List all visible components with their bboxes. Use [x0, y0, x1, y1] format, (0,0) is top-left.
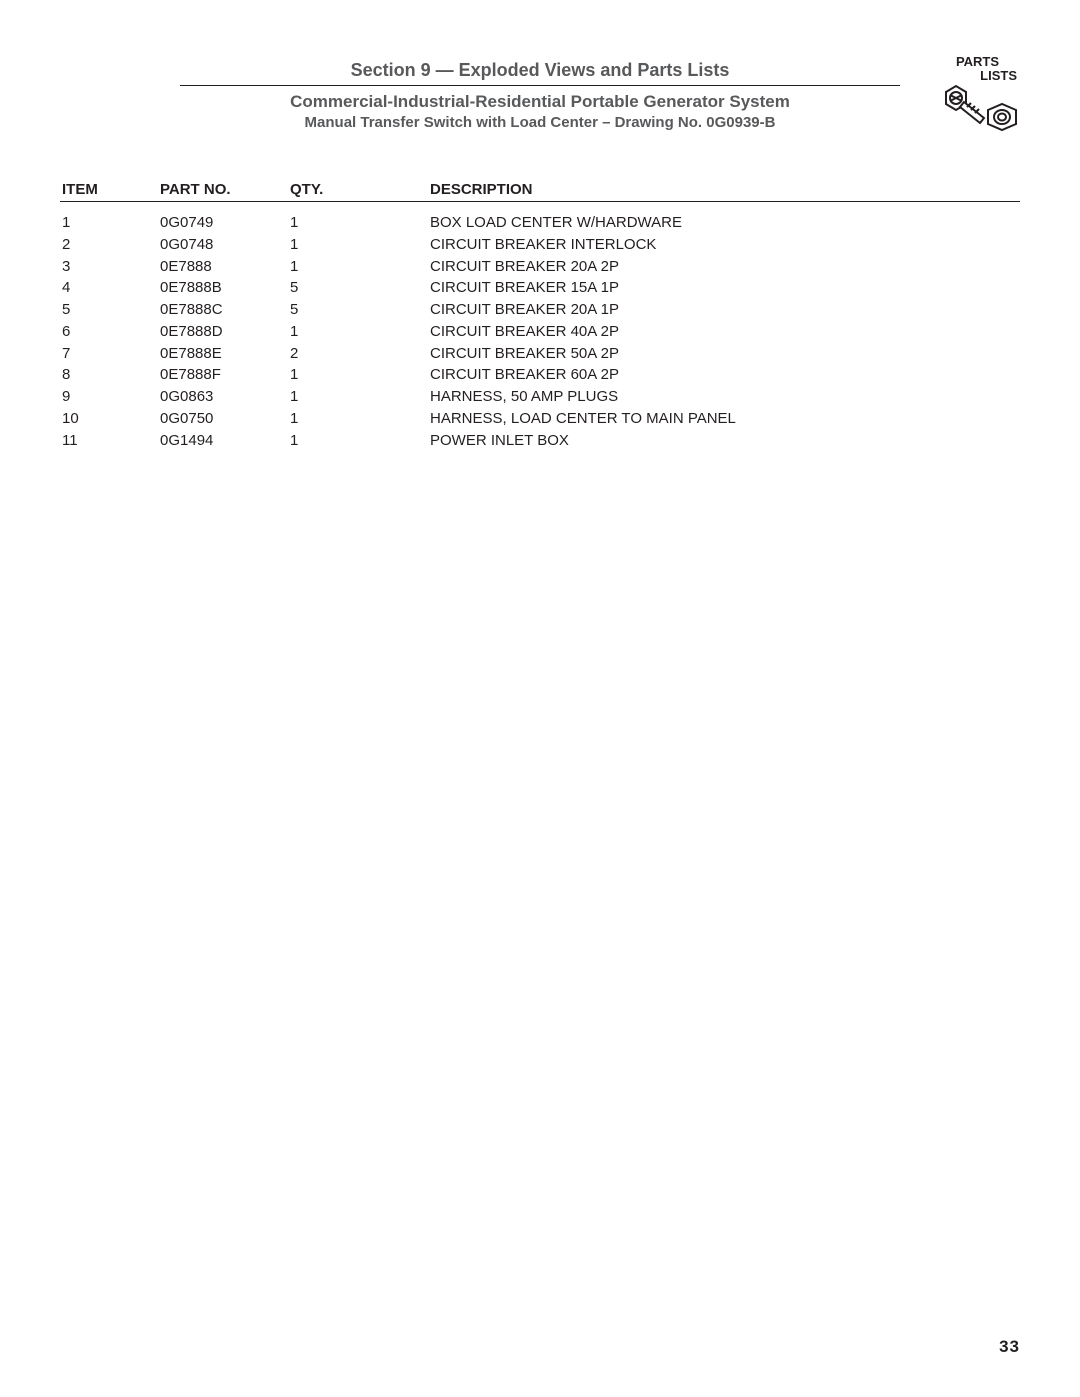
table-row: 60E7888D1CIRCUIT BREAKER 40A 2P — [60, 321, 1020, 343]
table-row: 50E7888C5CIRCUIT BREAKER 20A 1P — [60, 299, 1020, 321]
table-row: 90G08631HARNESS, 50 AMP PLUGS — [60, 386, 1020, 408]
cell-item: 10 — [60, 408, 160, 430]
col-header-desc: DESCRIPTION — [430, 181, 1020, 198]
cell-qty: 1 — [290, 430, 430, 452]
cell-qty: 2 — [290, 343, 430, 365]
table-row: 40E7888B5CIRCUIT BREAKER 15A 1P — [60, 277, 1020, 299]
page: Section 9 — Exploded Views and Parts Lis… — [0, 0, 1080, 1397]
cell-item: 4 — [60, 277, 160, 299]
cell-desc: CIRCUIT BREAKER 15A 1P — [430, 277, 1020, 299]
cell-item: 3 — [60, 256, 160, 278]
cell-item: 9 — [60, 386, 160, 408]
cell-desc: CIRCUIT BREAKER 60A 2P — [430, 364, 1020, 386]
cell-desc: CIRCUIT BREAKER 50A 2P — [430, 343, 1020, 365]
cell-item: 11 — [60, 430, 160, 452]
col-header-item: ITEM — [60, 181, 160, 198]
cell-item: 5 — [60, 299, 160, 321]
parts-lists-logo: PARTS LISTS — [930, 55, 1025, 140]
cell-item: 2 — [60, 234, 160, 256]
cell-qty: 1 — [290, 212, 430, 234]
logo-text-parts: PARTS — [930, 55, 1025, 69]
page-number: 33 — [999, 1337, 1020, 1357]
cell-qty: 1 — [290, 321, 430, 343]
cell-qty: 1 — [290, 256, 430, 278]
cell-item: 7 — [60, 343, 160, 365]
parts-table: ITEM PART NO. QTY. DESCRIPTION 10G07491B… — [60, 181, 1020, 451]
col-header-qty: QTY. — [290, 181, 430, 198]
cell-desc: CIRCUIT BREAKER INTERLOCK — [430, 234, 1020, 256]
cell-part: 0E7888F — [160, 364, 290, 386]
cell-part: 0E7888D — [160, 321, 290, 343]
cell-desc: CIRCUIT BREAKER 20A 1P — [430, 299, 1020, 321]
cell-part: 0G0750 — [160, 408, 290, 430]
section-title: Section 9 — Exploded Views and Parts Lis… — [180, 60, 900, 86]
cell-desc: CIRCUIT BREAKER 40A 2P — [430, 321, 1020, 343]
cell-item: 8 — [60, 364, 160, 386]
cell-part: 0G0748 — [160, 234, 290, 256]
cell-part: 0G0863 — [160, 386, 290, 408]
table-row: 80E7888F1CIRCUIT BREAKER 60A 2P — [60, 364, 1020, 386]
cell-qty: 1 — [290, 386, 430, 408]
cell-qty: 1 — [290, 234, 430, 256]
bolt-nut-icon — [938, 80, 1018, 135]
table-row: 100G07501HARNESS, LOAD CENTER TO MAIN PA… — [60, 408, 1020, 430]
table-row: 10G07491BOX LOAD CENTER W/HARDWARE — [60, 212, 1020, 234]
table-row: 70E7888E2CIRCUIT BREAKER 50A 2P — [60, 343, 1020, 365]
cell-desc: HARNESS, LOAD CENTER TO MAIN PANEL — [430, 408, 1020, 430]
cell-part: 0G0749 — [160, 212, 290, 234]
cell-desc: POWER INLET BOX — [430, 430, 1020, 452]
table-row: 30E78881CIRCUIT BREAKER 20A 2P — [60, 256, 1020, 278]
drawing-number-line: Manual Transfer Switch with Load Center … — [60, 114, 1020, 131]
table-row: 20G07481CIRCUIT BREAKER INTERLOCK — [60, 234, 1020, 256]
cell-part: 0E7888C — [160, 299, 290, 321]
cell-desc: BOX LOAD CENTER W/HARDWARE — [430, 212, 1020, 234]
cell-part: 0E7888B — [160, 277, 290, 299]
cell-part: 0G1494 — [160, 430, 290, 452]
table-body: 10G07491BOX LOAD CENTER W/HARDWARE20G074… — [60, 212, 1020, 451]
document-title: Commercial-Industrial-Residential Portab… — [60, 92, 1020, 112]
cell-desc: HARNESS, 50 AMP PLUGS — [430, 386, 1020, 408]
cell-part: 0E7888E — [160, 343, 290, 365]
cell-qty: 1 — [290, 364, 430, 386]
cell-qty: 1 — [290, 408, 430, 430]
cell-item: 1 — [60, 212, 160, 234]
cell-desc: CIRCUIT BREAKER 20A 2P — [430, 256, 1020, 278]
cell-qty: 5 — [290, 299, 430, 321]
table-row: 110G14941POWER INLET BOX — [60, 430, 1020, 452]
table-header-row: ITEM PART NO. QTY. DESCRIPTION — [60, 181, 1020, 202]
cell-part: 0E7888 — [160, 256, 290, 278]
page-header: Section 9 — Exploded Views and Parts Lis… — [60, 60, 1020, 131]
cell-qty: 5 — [290, 277, 430, 299]
cell-item: 6 — [60, 321, 160, 343]
col-header-part: PART NO. — [160, 181, 290, 198]
